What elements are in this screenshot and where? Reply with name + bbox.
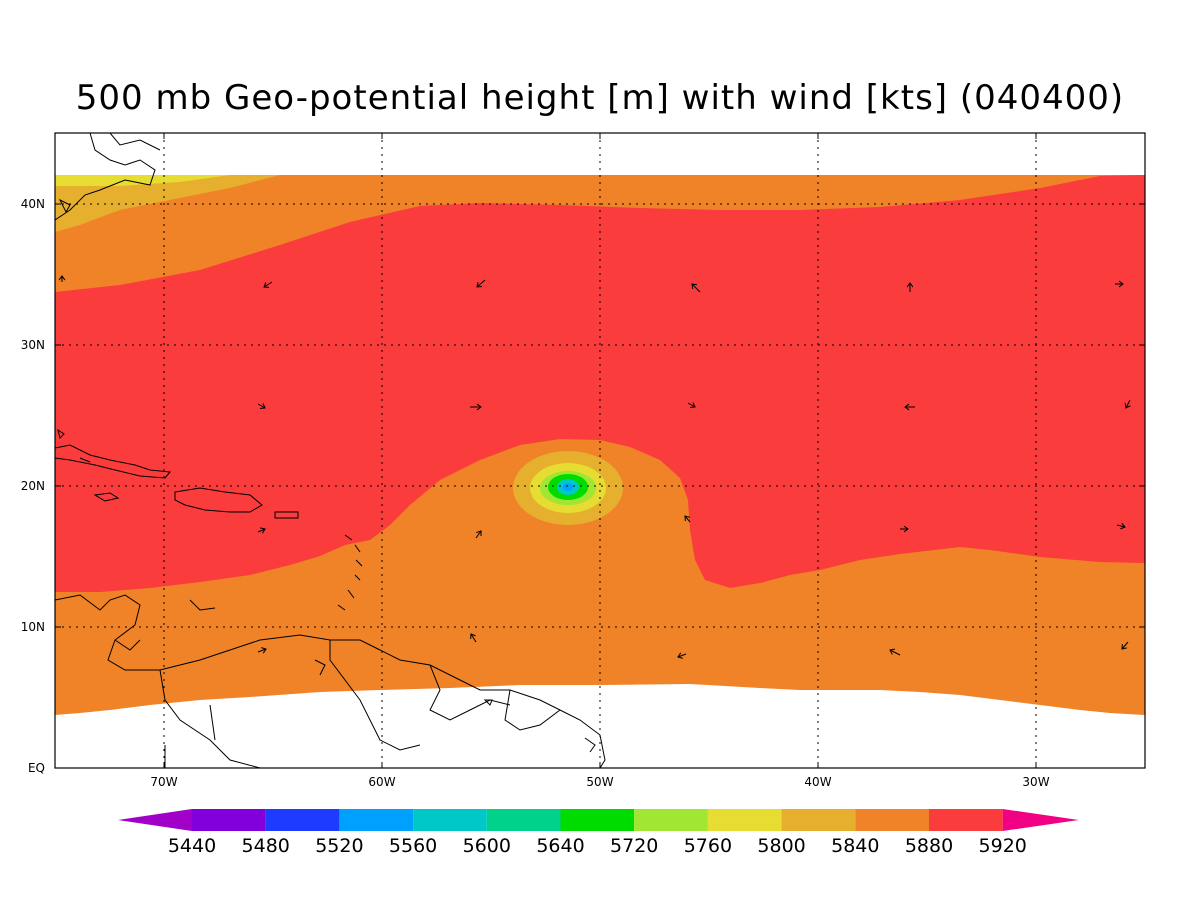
height-band-5920 — [55, 175, 1145, 592]
colorbar-label: 5440 — [168, 835, 216, 857]
colorbar-label: 5880 — [905, 835, 953, 857]
plot-area — [55, 133, 1145, 768]
wind-vector-head — [1124, 402, 1131, 409]
colorbar-swatch — [781, 809, 856, 831]
colorbar-swatch — [560, 809, 635, 831]
wind-vector — [257, 528, 266, 533]
coastlines — [55, 133, 606, 768]
colorbar-label: 5800 — [757, 835, 805, 857]
colorbar-label: 5840 — [831, 835, 879, 857]
wind-vector-head — [903, 525, 909, 533]
colorbar-label: 5520 — [315, 835, 363, 857]
longitude-tick-label: 40W — [804, 775, 831, 789]
wind-vector-head — [904, 403, 910, 411]
wind-vector-head — [470, 633, 476, 640]
wind-vectors — [58, 275, 1131, 659]
colorbar-label: 5920 — [979, 835, 1027, 857]
height-contour-5560 — [563, 483, 573, 491]
wind-vector-head — [1118, 280, 1124, 288]
wind-vector — [475, 530, 482, 539]
wind-vector — [1121, 641, 1129, 650]
colorbar-swatch — [486, 809, 561, 831]
colorbar-swatch — [413, 809, 487, 831]
wind-vector — [677, 653, 687, 658]
graticule — [55, 133, 1145, 768]
colorbar-under-triangle — [118, 809, 192, 831]
map-title: 500 mb Geo-potential height [m] with win… — [75, 78, 1125, 118]
wind-vector-head — [263, 282, 270, 288]
longitude-tick-label: 60W — [368, 775, 395, 789]
height-band-5840 — [55, 175, 280, 232]
longitude-axis: 70W 60W 50W 40W 30W — [150, 775, 1049, 789]
latitude-tick-label: EQ — [28, 761, 45, 775]
wind-vector — [889, 649, 901, 656]
longitude-tick-label: 30W — [1022, 775, 1049, 789]
colorbar-label: 5640 — [536, 835, 584, 857]
wind-vector — [263, 281, 273, 288]
wind-vector-head — [476, 403, 482, 411]
latitude-tick-label: 30N — [21, 338, 45, 352]
latitude-axis: EQ 10N 20N 30N 40N — [21, 197, 45, 775]
height-band-5800 — [55, 175, 230, 186]
wind-vector-head — [261, 647, 267, 654]
latitude-tick-label: 10N — [21, 620, 45, 634]
wind-vector-head — [259, 403, 266, 410]
wind-vector — [1116, 524, 1126, 528]
wind-vector — [476, 279, 486, 288]
wind-vector-head — [689, 402, 696, 409]
colorbar-swatch — [634, 809, 708, 831]
wind-vector — [257, 648, 267, 653]
colorbar-swatch — [192, 809, 266, 831]
latitude-tick-label: 40N — [21, 197, 45, 211]
colorbar-label: 5600 — [463, 835, 511, 857]
colorbar-label: 5480 — [242, 835, 290, 857]
wind-vector — [684, 515, 691, 523]
wind-vector-head — [677, 652, 683, 659]
colorbar-swatch — [929, 809, 1003, 831]
longitude-tick-label: 50W — [586, 775, 613, 789]
colorbar: 5440 5480 5520 5560 5600 5640 5720 5760 5800 5840… — [118, 809, 1079, 857]
wind-vector-head — [684, 515, 690, 522]
wind-vector-head — [691, 283, 698, 290]
wind-vector — [257, 403, 266, 409]
wind-vector — [1125, 399, 1131, 409]
wind-vector — [691, 283, 701, 293]
longitude-tick-label: 70W — [150, 775, 177, 789]
axis-ticks — [55, 133, 1145, 769]
wind-vector-head — [476, 530, 482, 537]
wind-vector-head — [906, 282, 914, 288]
wind-vector-head — [476, 282, 483, 288]
colorbar-over-triangle — [1002, 809, 1079, 831]
colorbar-label: 5760 — [684, 835, 732, 857]
colorbar-label: 5720 — [610, 835, 658, 857]
colorbar-swatch — [339, 809, 414, 831]
wind-vector-head — [260, 527, 266, 534]
colorbar-swatch — [855, 809, 929, 831]
wind-vector-head — [889, 648, 896, 655]
wind-vector-head — [1121, 643, 1127, 650]
colorbar-label: 5560 — [389, 835, 437, 857]
wind-vector-head — [1120, 522, 1126, 530]
colorbar-swatch — [265, 809, 340, 831]
wind-vector — [687, 402, 696, 408]
wind-vector-head — [58, 275, 66, 281]
latitude-tick-label: 20N — [21, 479, 45, 493]
wind-vector — [470, 633, 477, 643]
colorbar-swatch — [707, 809, 782, 831]
